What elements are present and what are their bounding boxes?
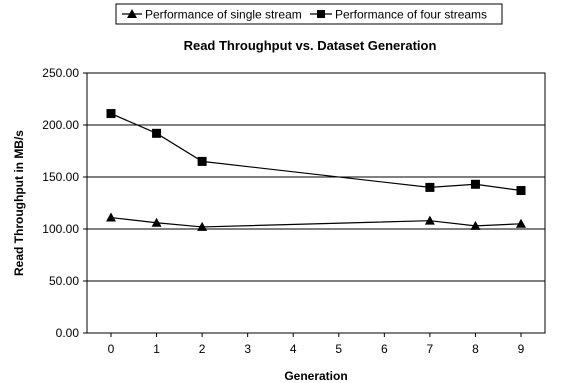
y-tick-label: 100.00 (42, 222, 79, 236)
x-tick-label: 3 (244, 342, 251, 356)
legend-frame (115, 3, 503, 25)
x-tick-label: 7 (427, 342, 434, 356)
data-point-four-streams (197, 156, 207, 166)
x-tick-label: 2 (199, 342, 206, 356)
x-tick-label: 1 (153, 342, 160, 356)
legend-label-single: Performance of single stream (145, 8, 302, 22)
series-line-single-stream (110, 216, 522, 228)
y-tick-label: 50.00 (49, 274, 79, 288)
data-point-single-stream (424, 215, 435, 225)
data-point-single-stream (470, 220, 481, 230)
grid (87, 72, 545, 282)
data-point-single-stream (151, 217, 162, 227)
y-tick-label: 150.00 (42, 170, 79, 184)
x-tick-label: 8 (472, 342, 479, 356)
series-group (106, 109, 526, 231)
y-tick-label: 200.00 (42, 118, 79, 132)
legend-square-marker (317, 10, 325, 18)
data-point-four-streams (470, 179, 480, 189)
y-axis-title: Read Throughput in MB/s (12, 130, 26, 276)
y-tick-label: 0.00 (56, 326, 80, 340)
data-point-four-streams (516, 186, 526, 196)
data-point-four-streams (425, 182, 435, 192)
x-tick-label: 9 (518, 342, 525, 356)
x-tick-label: 4 (290, 342, 297, 356)
series-line-four-streams (110, 113, 522, 192)
legend-label-four: Performance of four streams (335, 8, 487, 22)
chart-title: Read Throughput vs. Dataset Generation (184, 38, 437, 53)
y-axis-ticks: 0.00 50.00 100.00 150.00 200.00 250.00 (42, 66, 87, 340)
x-axis-ticks: 0 1 2 3 4 5 6 7 8 9 (108, 333, 525, 356)
data-point-single-stream (106, 212, 116, 222)
x-tick-label: 6 (381, 342, 388, 356)
data-point-four-streams (106, 109, 116, 119)
y-tick-label: 250.00 (42, 66, 79, 80)
data-point-single-stream (197, 221, 208, 231)
data-point-four-streams (152, 128, 162, 138)
plot-area-border (86, 72, 546, 334)
x-tick-label: 0 (108, 342, 115, 356)
legend: Performance of single stream Performance… (115, 3, 503, 25)
x-tick-label: 5 (335, 342, 342, 356)
legend-triangle-marker (127, 9, 137, 18)
x-axis-title: Generation (284, 369, 347, 383)
data-point-single-stream (516, 218, 526, 228)
